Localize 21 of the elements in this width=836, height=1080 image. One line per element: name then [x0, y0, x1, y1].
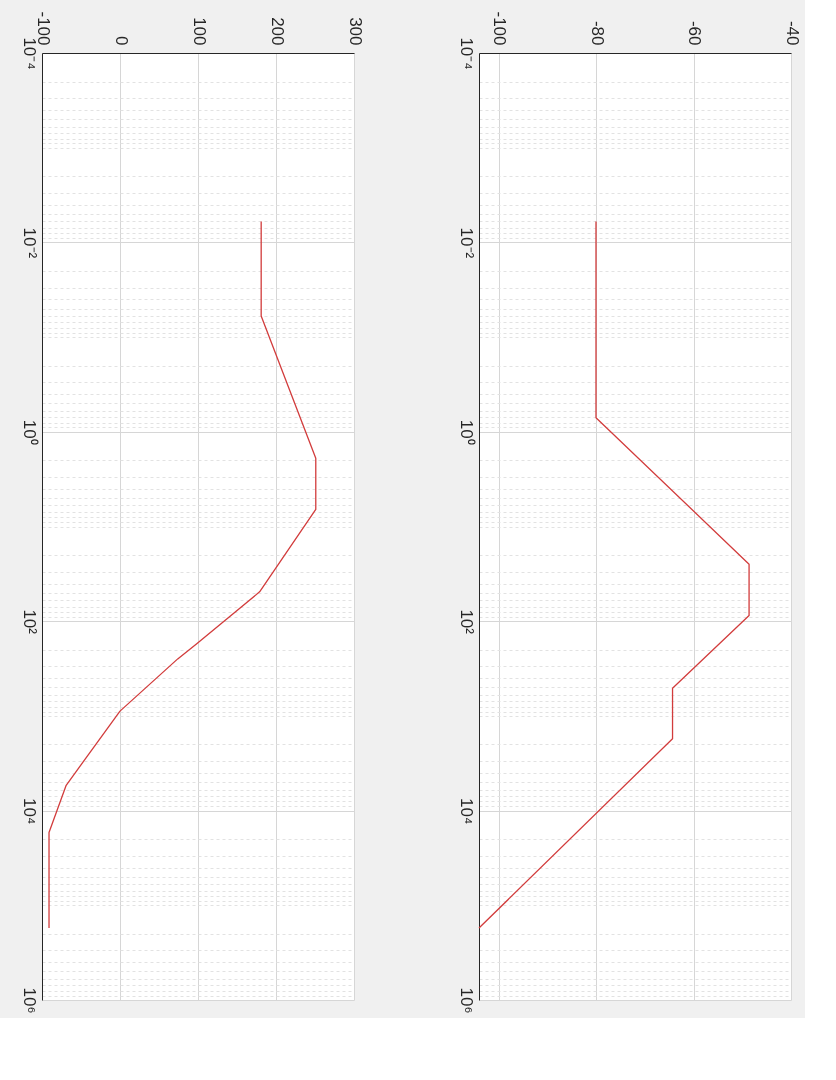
y-tick-label: 10⁰	[456, 419, 476, 445]
x-tick-label: 300	[345, 17, 365, 46]
x-tick-label: 0	[111, 36, 131, 46]
x-tick-label: 100	[189, 17, 209, 46]
y-tick-label: 10⁶	[456, 987, 476, 1014]
y-tick-label: 10⁻²	[456, 227, 476, 259]
x-tick-label: -100	[490, 11, 509, 46]
y-tick-label: 10²	[19, 609, 39, 635]
y-tick-label: 10⁴	[19, 797, 39, 825]
x-tick-label: 200	[267, 17, 287, 46]
x-tick-label: -80	[587, 20, 607, 46]
y-tick-label: 10⁻⁴	[456, 37, 476, 70]
x-tick-label: -40	[782, 20, 802, 46]
line-series	[48, 220, 317, 929]
y-tick-label: 10⁴	[456, 797, 476, 825]
y-tick-label: 10⁰	[19, 419, 39, 445]
line-series	[478, 220, 750, 929]
y-tick-label: 10⁶	[19, 987, 39, 1014]
y-tick-label: 10⁻²	[19, 227, 39, 259]
x-tick-label: -60	[685, 20, 704, 46]
y-tick-label: 10²	[456, 609, 476, 635]
